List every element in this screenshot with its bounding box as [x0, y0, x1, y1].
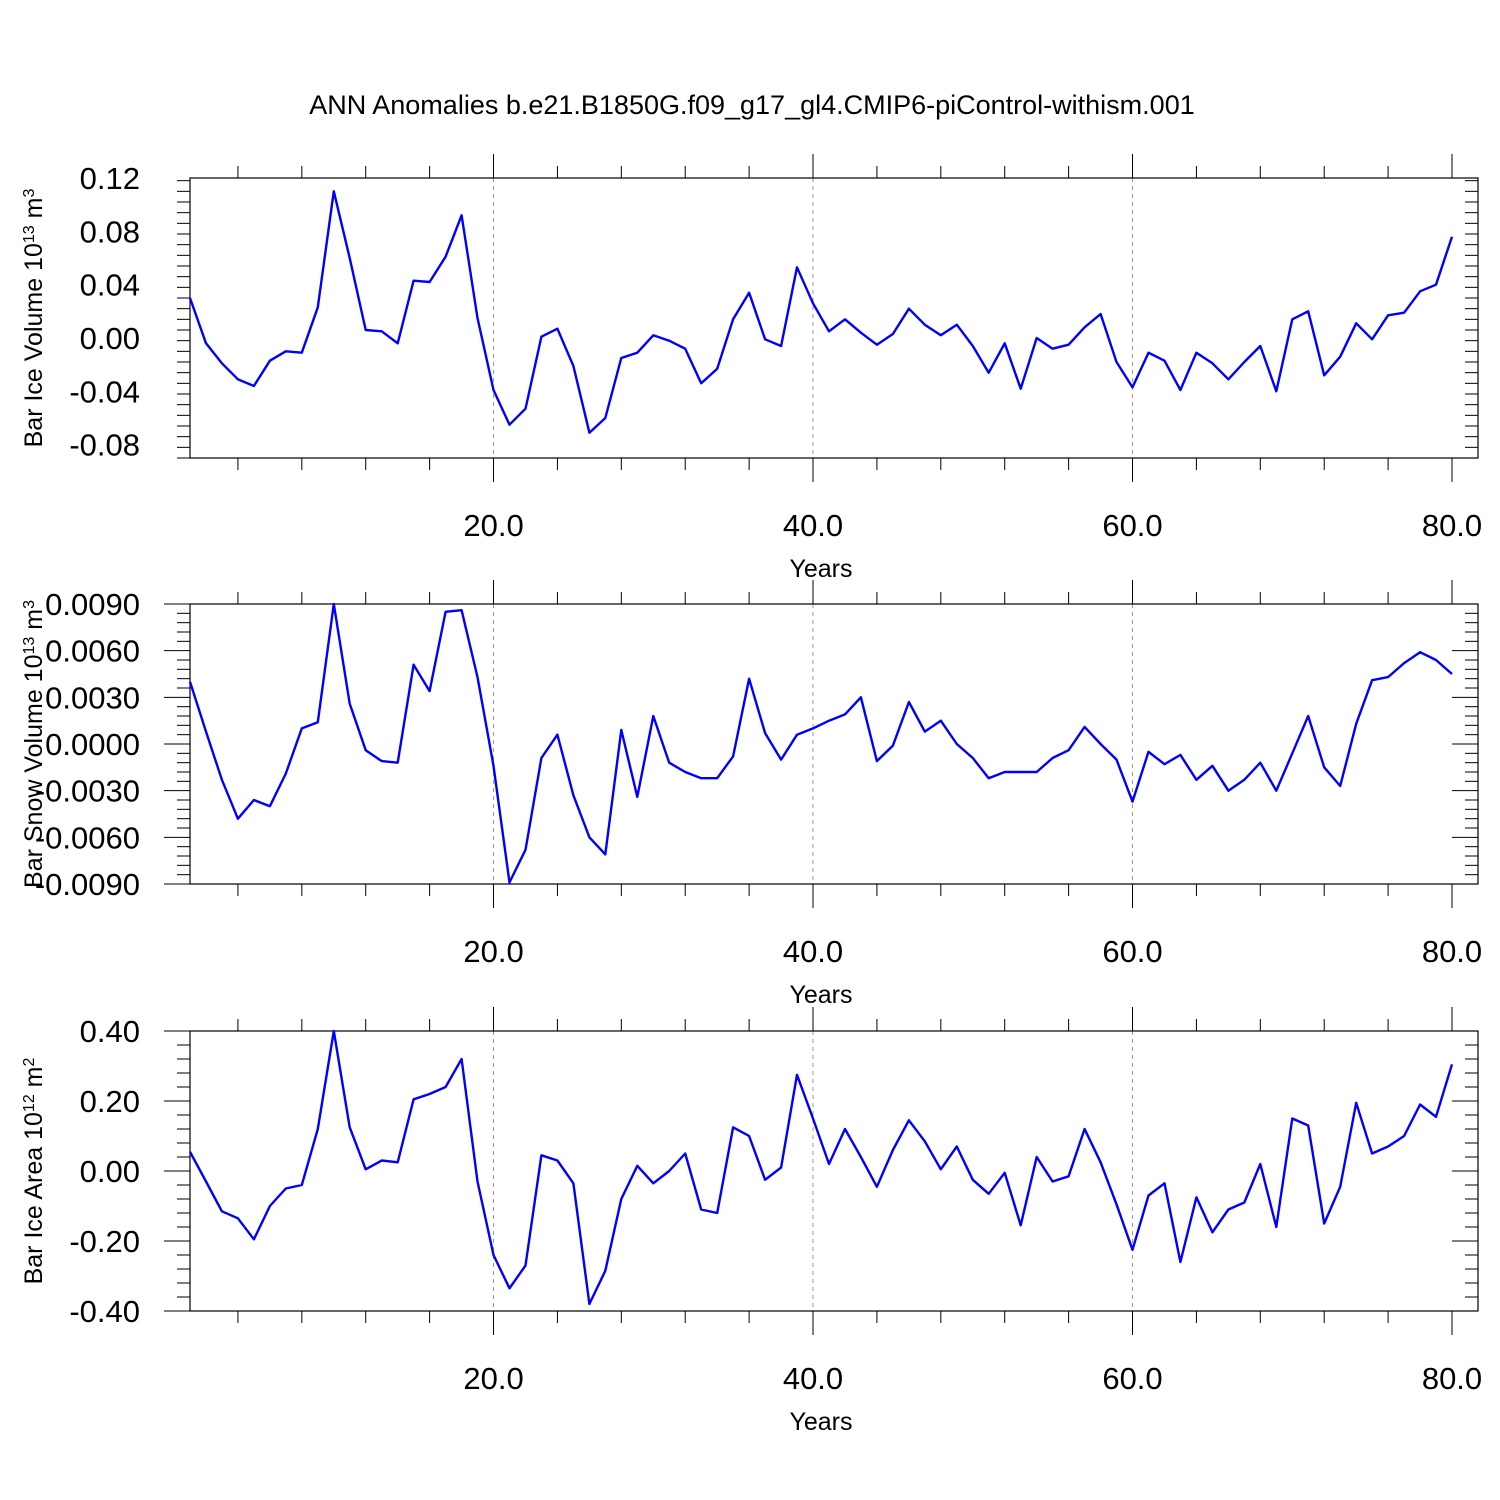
y-tick-label: 0.04	[80, 268, 140, 303]
chart-panel-1: 0.12 0.08 0.04 0.00 -0.04 -0.08 20.0 40.0 60.0 80…	[20, 154, 1482, 583]
x-tick-label: 60.0	[1102, 934, 1162, 969]
y-tick-label: 0.20	[80, 1084, 140, 1119]
x-tick-label: 20.0	[463, 934, 523, 969]
y-tick-label: -0.08	[69, 428, 140, 463]
y-tick-label: -0.40	[69, 1294, 140, 1329]
data-line	[188, 602, 1453, 884]
y-tick-label: 0.0060	[45, 634, 140, 669]
plot-frame	[189, 603, 1479, 885]
x-tick-label: 80.0	[1422, 934, 1482, 969]
x-tick-label: 40.0	[783, 1361, 843, 1396]
panels: 0.12 0.08 0.04 0.00 -0.04 -0.08 20.0 40.0 60.0 80…	[20, 154, 1482, 1436]
x-tick-label: 40.0	[783, 508, 843, 543]
chart-panel-2: 0.0090 0.0060 0.0030 0.0000 -0.0030 -0.0060 -0…	[20, 580, 1482, 1009]
y-tick-label: -0.0060	[35, 820, 140, 855]
x-axis-label: Years	[789, 1408, 852, 1436]
y-axis-label: Bar Ice Volume 1013 m3	[20, 189, 48, 448]
x-axis-label: Years	[789, 555, 852, 583]
y-tick-label: -0.20	[69, 1224, 140, 1259]
y-tick-label: 0.00	[80, 321, 140, 356]
data-line	[188, 190, 1454, 434]
chart-panel-3: 0.40 0.20 0.00 -0.20 -0.40 20.0 40.0 60.0 80.0 Ye…	[20, 1007, 1482, 1436]
y-tick-label: 0.0090	[45, 587, 140, 622]
x-tick-label: 80.0	[1422, 508, 1482, 543]
figure-title: ANN Anomalies b.e21.B1850G.f09_g17_gl4.C…	[309, 90, 1194, 120]
x-tick-label: 20.0	[463, 508, 523, 543]
y-tick-label: 0.08	[80, 214, 140, 249]
x-tick-label: 60.0	[1102, 508, 1162, 543]
y-tick-label: -0.0090	[35, 867, 140, 902]
y-axis-label: Bar Snow Volume 1013 m3	[20, 600, 48, 888]
y-tick-label: 0.0030	[45, 680, 140, 715]
y-tick-label: 0.00	[80, 1154, 140, 1189]
y-tick-label: 0.12	[80, 161, 140, 196]
x-axis-label: Years	[789, 981, 852, 1009]
plot-frame	[189, 177, 1479, 459]
y-tick-label: -0.0030	[35, 774, 140, 809]
data-line	[188, 1029, 1454, 1306]
x-tick-label: 40.0	[783, 934, 843, 969]
x-tick-label: 80.0	[1422, 1361, 1482, 1396]
x-tick-label: 60.0	[1102, 1361, 1162, 1396]
x-tick-label: 20.0	[463, 1361, 523, 1396]
y-tick-label: -0.04	[69, 374, 140, 409]
y-tick-label: 0.40	[80, 1014, 140, 1049]
y-axis-label: Bar Ice Area 1012 m2	[20, 1058, 48, 1285]
y-tick-label: 0.0000	[45, 727, 140, 762]
